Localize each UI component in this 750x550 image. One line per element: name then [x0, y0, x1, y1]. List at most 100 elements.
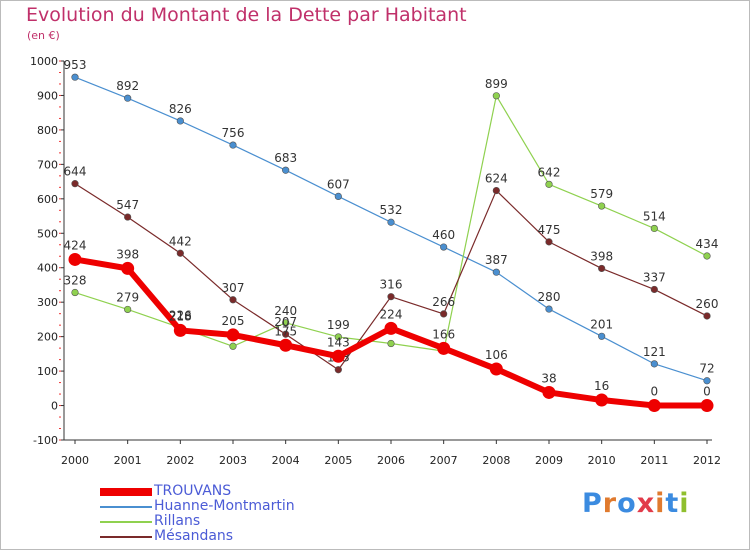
chart-title: Evolution du Montant de la Dette par Hab… — [26, 4, 467, 26]
data-point — [703, 377, 711, 385]
data-point — [440, 243, 448, 251]
y-tick-label: 500 — [37, 227, 58, 240]
data-point — [229, 342, 237, 350]
x-tick-label: 2000 — [61, 454, 89, 467]
data-point — [703, 252, 711, 260]
data-label: 514 — [643, 209, 666, 223]
data-label: 240 — [274, 304, 297, 318]
legend-swatch — [100, 521, 152, 523]
series-m-sandans: 644547442307207103316266624475398337260 — [64, 165, 719, 374]
y-tick-label: 400 — [37, 262, 58, 275]
data-label: 143 — [327, 335, 350, 349]
series-line — [74, 76, 708, 382]
data-label: 106 — [485, 348, 508, 362]
data-point — [545, 180, 553, 188]
data-point — [282, 166, 290, 174]
data-point — [71, 73, 79, 81]
data-label: 199 — [327, 318, 350, 332]
data-label: 307 — [222, 281, 245, 295]
x-tick-label: 2006 — [377, 454, 405, 467]
data-point — [229, 296, 237, 304]
legend-label: TROUVANS — [154, 483, 232, 499]
data-point — [176, 117, 184, 125]
data-point — [124, 94, 132, 102]
data-point — [334, 333, 342, 341]
data-label: 72 — [699, 362, 714, 376]
data-label: 424 — [64, 238, 87, 252]
data-label: 218 — [169, 309, 192, 323]
data-label: 279 — [116, 290, 139, 304]
data-label: 260 — [696, 297, 719, 311]
data-point — [124, 305, 132, 314]
data-point — [176, 249, 184, 257]
data-point — [650, 224, 658, 233]
data-point — [71, 288, 79, 297]
legend-label: Rillans — [154, 513, 201, 529]
legend-label: Huanne-Montmartin — [154, 498, 295, 514]
data-point — [282, 330, 290, 338]
data-point — [68, 252, 82, 266]
data-label: 826 — [169, 102, 192, 116]
data-point — [598, 264, 606, 273]
legend-swatch — [100, 488, 152, 496]
x-tick-label: 2007 — [430, 454, 458, 467]
data-label: 16 — [594, 379, 609, 393]
y-tick-label: 1000 — [30, 55, 58, 68]
x-tick-label: 2010 — [588, 454, 616, 467]
data-label: 579 — [590, 187, 613, 201]
series-trouvans: 424 398 218 205 175 143 224 166 106 38 16 0 0 — [64, 238, 714, 413]
data-point — [545, 238, 553, 246]
data-point — [387, 339, 395, 348]
data-label: 266 — [432, 295, 455, 309]
data-label: 434 — [696, 237, 719, 251]
x-tick-label: 2011 — [640, 454, 668, 467]
data-point — [492, 268, 500, 276]
data-point — [437, 341, 451, 355]
y-tick-label: 700 — [37, 158, 58, 171]
data-label: 683 — [274, 151, 297, 165]
x-tick-label: 2002 — [166, 454, 194, 467]
data-label: 398 — [116, 247, 139, 261]
y-tick-label: 600 — [37, 193, 58, 206]
x-tick-label: 2012 — [693, 454, 721, 467]
y-tick-label: 900 — [37, 89, 58, 102]
y-tick-label: 100 — [37, 365, 58, 378]
data-label: 756 — [222, 126, 245, 140]
data-label: 316 — [380, 278, 403, 292]
data-label: 121 — [643, 345, 666, 359]
data-point — [703, 312, 711, 320]
data-point — [650, 285, 658, 294]
data-point — [492, 186, 500, 195]
data-label: 38 — [541, 371, 556, 385]
x-tick-label: 2008 — [482, 454, 510, 467]
data-label: 398 — [590, 249, 613, 263]
data-label: 460 — [432, 228, 455, 242]
data-label: 205 — [222, 314, 245, 328]
data-point — [121, 261, 135, 275]
chart-subtitle: (en €) — [27, 29, 60, 42]
x-tick-label: 2003 — [219, 454, 247, 467]
data-point — [334, 192, 342, 201]
y-tick-label: 300 — [37, 296, 58, 309]
y-tick-label: 800 — [37, 124, 58, 137]
data-label: 0 — [651, 385, 659, 399]
legend-swatch — [100, 506, 152, 508]
legend-label: Mésandans — [154, 528, 234, 544]
data-point — [226, 328, 240, 342]
data-point — [545, 305, 553, 313]
legend-swatch — [100, 536, 152, 538]
data-label: 547 — [116, 198, 139, 212]
proxiti-logo: Proxiti — [582, 488, 690, 519]
y-tick-label: -100 — [33, 434, 58, 447]
x-tick-label: 2005 — [324, 454, 352, 467]
data-point — [124, 213, 132, 221]
data-label: 442 — [169, 234, 192, 248]
data-point — [700, 399, 714, 413]
data-point — [387, 218, 395, 226]
data-point — [492, 92, 500, 100]
data-point — [334, 366, 342, 374]
data-point — [647, 399, 661, 413]
